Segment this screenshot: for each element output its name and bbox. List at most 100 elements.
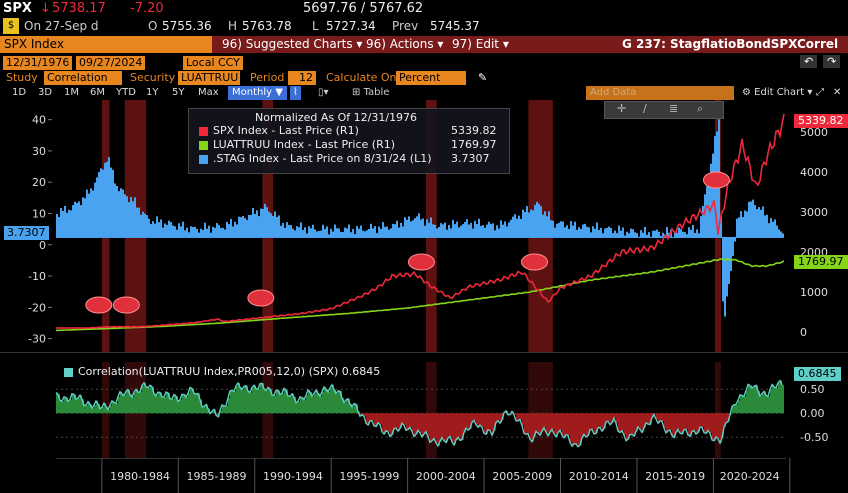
stag-bar (782, 233, 784, 238)
study-label: Study (6, 71, 38, 84)
stag-bar (704, 194, 706, 238)
stag-bar (216, 223, 218, 238)
crosshair-icon[interactable]: ✛ (617, 102, 627, 115)
stag-bar (414, 218, 416, 238)
study-select[interactable]: Correlation (44, 71, 122, 85)
stag-bar (614, 230, 616, 238)
period-field[interactable]: 12 (288, 71, 316, 85)
corr-bar (470, 413, 472, 429)
stag-bar (270, 213, 272, 238)
frequency-select[interactable]: Monthly ▼ (228, 86, 287, 100)
corr-bar (480, 413, 482, 426)
currency-select[interactable]: Local CCY (183, 56, 243, 70)
x-tick-label: 2020-2024 (720, 470, 780, 483)
corr-bar (630, 413, 632, 435)
suggested-label: Suggested Charts (245, 37, 353, 51)
recession-marker (407, 253, 435, 271)
close-icon[interactable]: ✕ (833, 87, 842, 98)
security-field[interactable]: LUATTRUU (178, 71, 240, 85)
stag-bar (236, 224, 238, 238)
correlation-chart[interactable]: 0.50 0.00 -0.50 (0, 362, 848, 458)
candle-icon[interactable]: ▯▾ (318, 87, 329, 98)
edit-button[interactable]: 97) Edit ▾ (452, 37, 509, 51)
magnify-icon[interactable]: ⌕ (697, 102, 704, 115)
corr-bar (148, 387, 150, 414)
corr-bar (718, 413, 720, 439)
corr-bar (746, 390, 748, 414)
stag-bar (102, 169, 104, 238)
stag-bar (696, 229, 698, 238)
share-icon[interactable]: ↷ (823, 55, 841, 68)
corr-bar (778, 382, 780, 414)
range-button-max[interactable]: Max (198, 87, 219, 98)
edit-prefix: 97) (452, 37, 476, 51)
add-data-field[interactable]: Add Data (586, 86, 734, 100)
corr-bar (56, 392, 58, 414)
actions-button[interactable]: 96) Actions ▾ (366, 37, 444, 51)
pencil-icon[interactable]: ✎ (478, 71, 488, 84)
stag-bar (768, 223, 770, 238)
stag-bar (434, 224, 436, 238)
stag-bar (578, 227, 580, 238)
range-button-6m[interactable]: 6M (90, 87, 105, 98)
ticker: SPX (3, 1, 32, 16)
stag-bar (142, 211, 144, 238)
range-button-ytd[interactable]: YTD (116, 87, 136, 98)
panel-divider[interactable] (0, 352, 848, 363)
corr-bar (514, 413, 516, 415)
range-button-5y[interactable]: 5Y (172, 87, 185, 98)
stag-bar (580, 228, 582, 238)
annotation-icon[interactable]: ≣ (669, 102, 679, 115)
stag-bar (686, 234, 688, 238)
corr-bar (374, 413, 376, 426)
corr-bar (152, 386, 154, 414)
corr-bar (574, 413, 576, 444)
stag-bar (582, 224, 584, 238)
stag-bar (352, 228, 354, 238)
range-button-3d[interactable]: 3D (38, 87, 53, 98)
corr-bar (770, 389, 772, 414)
bond-value-tag: 1769.97 (794, 255, 848, 269)
corr-bar (564, 413, 566, 438)
corr-bar (416, 413, 418, 435)
calc-select[interactable]: Percent (396, 71, 466, 85)
corr-bar (68, 401, 70, 414)
corr-bar (462, 413, 464, 440)
corr-bar (184, 394, 186, 414)
start-date-field[interactable]: 12/31/1976 (3, 56, 73, 70)
corr-bar (394, 413, 396, 429)
corr-bar (626, 413, 628, 441)
line-chart-icon[interactable]: ⌇ (290, 86, 301, 100)
function-bar: SPX Index 96) Suggested Charts ▾ 96) Act… (0, 36, 848, 53)
corr-bar (766, 395, 768, 414)
corr-bar (754, 386, 756, 414)
suggested-charts-button[interactable]: 96) Suggested Charts ▾ (222, 37, 363, 51)
stag-bar (58, 217, 60, 238)
corr-bar (224, 406, 226, 414)
table-button[interactable]: ⊞ Table (352, 87, 390, 98)
corr-recession-band (425, 362, 437, 458)
corr-bar (342, 398, 344, 414)
stag-bar (568, 228, 570, 238)
stag-bar (422, 218, 424, 238)
edit-chart-button[interactable]: ⚙ Edit Chart ▾ (742, 87, 813, 98)
draw-icon[interactable]: ∕ (643, 102, 647, 115)
zoom-icon[interactable]: ⤢ (816, 87, 824, 98)
security-title[interactable]: SPX Index (0, 36, 212, 53)
end-date-field[interactable]: 09/27/2024 (76, 56, 146, 70)
corr-bar (188, 393, 190, 414)
stag-bar (470, 222, 472, 238)
stag-bar (574, 221, 576, 238)
stag-bar (92, 190, 94, 238)
range-button-1y[interactable]: 1Y (146, 87, 159, 98)
corr-bar (586, 413, 588, 437)
range-button-1m[interactable]: 1M (64, 87, 79, 98)
corr-bar (544, 413, 546, 428)
undo-icon[interactable]: ↶ (800, 55, 818, 68)
range-button-1d[interactable]: 1D (12, 87, 27, 98)
corr-area (56, 380, 784, 447)
stag-bar (416, 216, 418, 238)
stag-bar (136, 207, 138, 238)
stag-bar (566, 225, 568, 238)
